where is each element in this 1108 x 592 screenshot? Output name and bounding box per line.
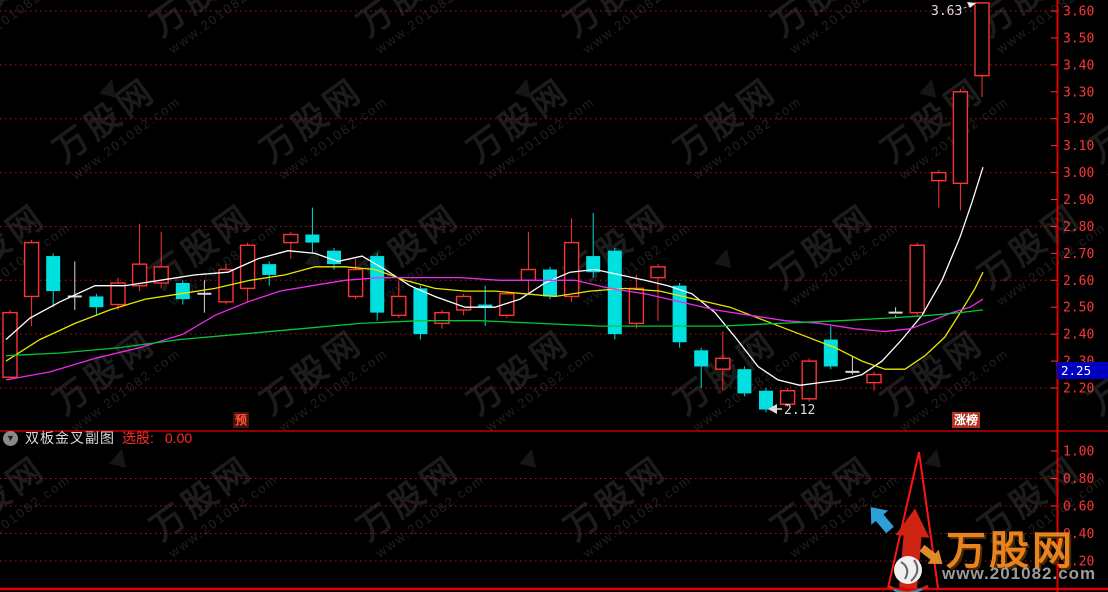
- price-label: 3.00: [1063, 166, 1094, 181]
- candle-body-down: [759, 390, 773, 410]
- candle-body-up: [866, 373, 882, 384]
- candle-body-down: [543, 269, 557, 297]
- rank-badge[interactable]: 涨榜: [952, 412, 981, 428]
- price-label: 2.80: [1063, 220, 1094, 235]
- candle-body-up: [131, 263, 148, 287]
- ma-line-white: [5, 167, 984, 386]
- candle-body-up: [952, 91, 969, 185]
- site-logo: 万股网 www.201082.com: [856, 488, 1108, 592]
- indicator-title: 双板金叉副图: [25, 430, 115, 446]
- low-annotation: 2.12: [784, 403, 815, 418]
- ma-line-magenta: [5, 276, 984, 381]
- candle-body-up: [110, 282, 126, 306]
- candle-body-down: [46, 256, 61, 292]
- arrow-left-icon: [768, 404, 777, 414]
- indicator-label: 0.40: [1063, 527, 1094, 542]
- indicator-label: 0.20: [1063, 555, 1094, 570]
- candle-body-up: [715, 357, 731, 370]
- candle-body-down: [823, 339, 838, 367]
- candle-body-down: [478, 304, 493, 308]
- candle-body-up: [434, 311, 450, 325]
- candle-body-down: [262, 264, 277, 275]
- preview-badge[interactable]: 预: [233, 412, 250, 428]
- ma-line-green: [5, 309, 984, 357]
- candle-body-down: [694, 350, 709, 367]
- chevron-down-icon: ▼: [6, 433, 15, 443]
- candle-body-up: [520, 268, 537, 282]
- candle-body-up: [23, 241, 40, 298]
- candle-body-up: [779, 390, 796, 405]
- price-label: 3.20: [1063, 112, 1094, 127]
- collapse-panel-button[interactable]: ▼: [3, 430, 18, 446]
- arrow-right-icon: [967, 2, 976, 8]
- candle-body-up: [347, 268, 364, 298]
- indicator-label: 1.00: [1063, 445, 1094, 460]
- price-label: 3.60: [1063, 5, 1094, 20]
- candle-body-down: [305, 234, 320, 243]
- candle-body-down: [327, 250, 341, 265]
- ma-line-yellow: [5, 266, 984, 370]
- candle-body-down: [737, 369, 752, 394]
- price-label: 2.40: [1063, 328, 1094, 343]
- candle-body-up: [628, 287, 645, 325]
- candle-body-down: [672, 285, 687, 343]
- price-label: 2.50: [1063, 301, 1094, 316]
- candle-body-up: [391, 295, 407, 317]
- stock-pick-value: 0.00: [164, 430, 193, 446]
- candle-body-down: [607, 250, 622, 335]
- candle-body-up: [974, 2, 990, 77]
- candle-body-up: [563, 241, 580, 298]
- subpanel-header: ▼ 双板金叉副图 选股: 0.00: [3, 429, 192, 447]
- logo-site-url: www.201082.com: [942, 564, 1097, 583]
- price-label: 2.70: [1063, 247, 1094, 262]
- price-label: 3.50: [1063, 31, 1094, 46]
- stock-pick-label: 选股:: [122, 430, 154, 446]
- last-price-tag: 2.25: [1057, 362, 1108, 379]
- candle-body-up: [2, 311, 18, 378]
- candle-body-up: [801, 360, 817, 400]
- indicator-spike: [887, 451, 939, 589]
- candle-body-up: [650, 266, 666, 279]
- candle-body-up: [455, 295, 472, 311]
- logo-arrows-icon: [870, 507, 943, 592]
- candle-body-up: [909, 244, 925, 314]
- candle-body-down: [175, 282, 190, 300]
- indicator-label: 0.60: [1063, 500, 1094, 515]
- price-label: 3.10: [1063, 139, 1094, 154]
- high-annotation: 3.63: [931, 4, 962, 19]
- price-label: 3.30: [1063, 85, 1094, 100]
- candle-body-down: [413, 288, 428, 335]
- high-annotation-dash: [958, 5, 970, 11]
- candle-body-down: [89, 296, 104, 308]
- price-label: 3.40: [1063, 58, 1094, 73]
- candle-body-up: [499, 293, 515, 317]
- logo-site-name: 万股网: [946, 529, 1075, 573]
- candle-body-down: [586, 256, 601, 273]
- price-label: 2.90: [1063, 193, 1094, 208]
- indicator-label: 0.80: [1063, 472, 1094, 487]
- candle-body-up: [283, 233, 299, 244]
- candle-body-up: [931, 171, 947, 182]
- price-label: 2.60: [1063, 274, 1094, 289]
- candle-body-down: [370, 256, 385, 313]
- price-label: 2.20: [1063, 382, 1094, 397]
